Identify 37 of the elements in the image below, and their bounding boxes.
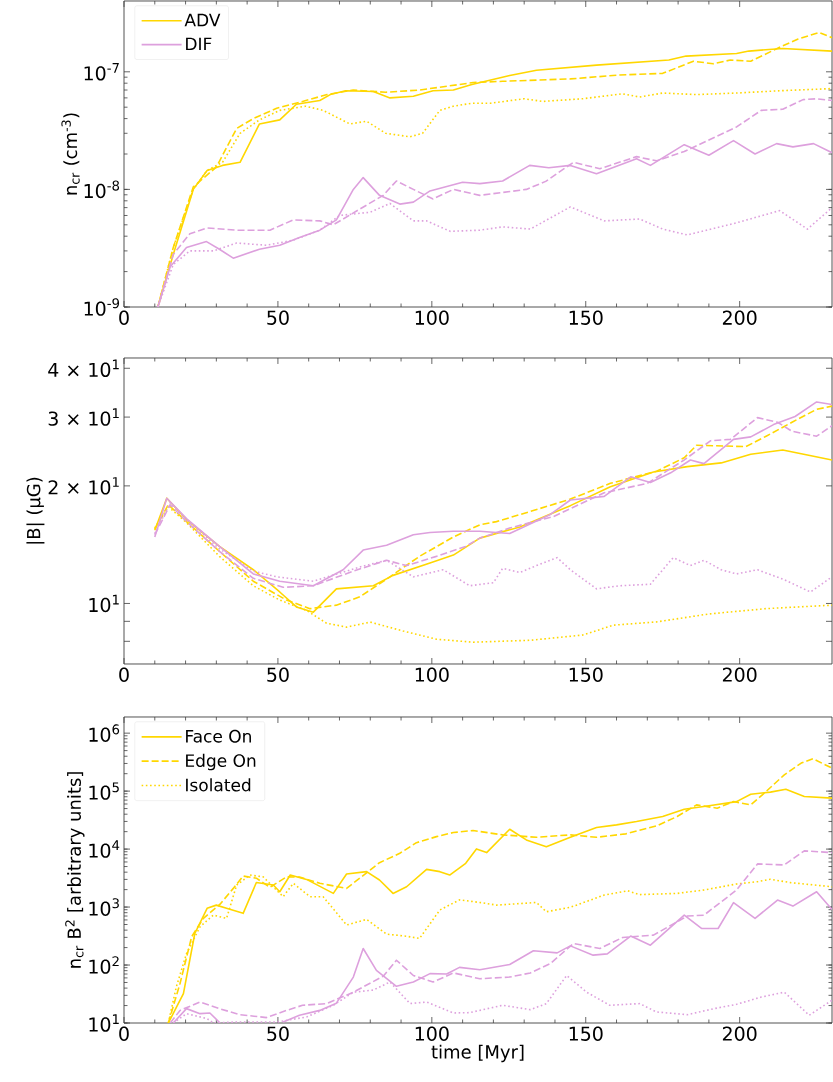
- y-tick-label: 10$^{-8}$: [84, 180, 120, 199]
- y-axis-title: n$_{cr}$ (cm$^{-3}$): [61, 113, 80, 195]
- legend-label: Face On: [186, 729, 251, 743]
- x-tick-label: 150: [569, 310, 603, 325]
- legend-label: ADV: [184, 13, 221, 27]
- y-tick-label: 10$^{4}$: [89, 840, 120, 858]
- y-tick-label: 10$^{5}$: [89, 782, 119, 800]
- y-tick-label: 10$^{2}$: [89, 956, 119, 974]
- legend-label: Isolated: [186, 778, 251, 792]
- y-tick-label: 4 × 10$^{1}$: [48, 359, 119, 377]
- y-tick-label: 3 × 10$^{1}$: [48, 408, 119, 426]
- y-tick-label: 2 × 10$^{1}$: [48, 477, 119, 495]
- x-tick-label: 150: [569, 667, 603, 682]
- x-tick-label: 200: [722, 667, 757, 682]
- x-tick-label: 150: [569, 1026, 603, 1041]
- y-tick-label: 10$^{-9}$: [84, 298, 120, 316]
- x-tick-label: 0: [119, 1026, 129, 1041]
- y-tick-label: 10$^{6}$: [89, 724, 120, 742]
- x-axis-title: time [Myr]: [431, 1044, 524, 1063]
- legend-label: Edge On: [186, 753, 256, 771]
- x-tick-label: 50: [267, 1026, 289, 1041]
- y-axis-title: |B| (μG): [26, 477, 45, 544]
- y-tick-label: 10$^{3}$: [89, 898, 119, 916]
- legend-label: DIF: [186, 37, 212, 51]
- x-tick-label: 0: [119, 310, 129, 325]
- x-tick-label: 200: [722, 1026, 757, 1041]
- y-axis-title: n$_{cr}$ B$^{2}$ [arbitrary units]: [65, 772, 85, 968]
- y-tick-label: 10$^{1}$: [89, 594, 119, 613]
- x-tick-label: 50: [267, 667, 289, 682]
- x-tick-label: 100: [415, 310, 449, 325]
- x-tick-label: 200: [722, 310, 757, 325]
- x-tick-label: 50: [267, 310, 289, 325]
- y-tick-label: 10$^{1}$: [89, 1014, 119, 1032]
- y-tick-label: 10$^{-7}$: [84, 63, 119, 81]
- x-tick-label: 100: [415, 667, 449, 682]
- x-tick-label: 0: [119, 667, 129, 682]
- x-tick-label: 100: [415, 1026, 449, 1041]
